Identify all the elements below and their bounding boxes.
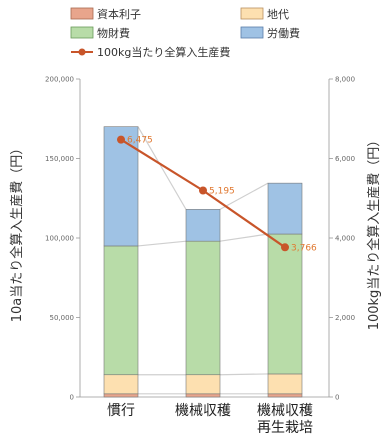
bar-land-rent-1 bbox=[103, 374, 139, 395]
stack-connector bbox=[219, 373, 269, 376]
y-tick-label-left: 150,000 bbox=[45, 155, 74, 163]
bar-labor-cost-2 bbox=[185, 209, 221, 242]
y-tick-label-right: 0 bbox=[335, 394, 339, 402]
bar-material-cost-3 bbox=[267, 233, 303, 375]
category-label-2: 機械収穫 bbox=[175, 403, 231, 419]
line-point-3 bbox=[281, 243, 289, 252]
y-tick-label-left: 0 bbox=[70, 394, 74, 402]
legend-swatch-capital-interest bbox=[70, 7, 94, 20]
category-label-3: 再生栽培 bbox=[257, 420, 313, 434]
y-tick-label-right: 4,000 bbox=[335, 235, 355, 243]
y-tick-label-left: 50,000 bbox=[50, 314, 75, 322]
y-tick-label-right: 6,000 bbox=[335, 155, 355, 163]
legend-label-material-cost: 物財費 bbox=[97, 26, 130, 40]
y-tick-label-right: 8,000 bbox=[335, 76, 355, 84]
legend-label-per-100kg: 100kg当たり全算入生産費 bbox=[97, 45, 230, 59]
y-axis-title-right: 100kg当たり全算入生産費（円） bbox=[366, 134, 382, 331]
legend-label-land-rent: 地代 bbox=[267, 8, 289, 21]
line-point-1 bbox=[117, 135, 125, 144]
legend-swatch-labor-cost bbox=[240, 26, 264, 39]
stack-connector bbox=[219, 182, 269, 210]
line-series-per-100kg: 6,475 5,195 3,766 bbox=[117, 135, 317, 253]
y-ticks-left: 0 50,000 100,000 150,000 200,000 bbox=[45, 76, 80, 402]
legend: 資本利子 地代 物財費 労働費 100kg当たり全算入生産費 bbox=[70, 7, 300, 59]
line-point-label-2: 5,195 bbox=[209, 186, 235, 196]
legend-swatch-land-rent bbox=[240, 7, 264, 20]
y-axis-title-left: 10a当たり全算入生産費（円） bbox=[9, 142, 25, 323]
bar-capital-interest-3 bbox=[267, 393, 303, 398]
legend-swatch-material-cost bbox=[70, 26, 94, 39]
legend-line-marker bbox=[78, 48, 86, 56]
stack-connector bbox=[137, 240, 187, 247]
line-point-label-1: 6,475 bbox=[127, 136, 153, 146]
y-tick-label-right: 2,000 bbox=[335, 314, 355, 322]
y-ticks-right: 0 2,000 4,000 6,000 8,000 bbox=[329, 76, 355, 402]
bar-land-rent-3 bbox=[267, 373, 303, 395]
stack-connector bbox=[137, 126, 187, 210]
bar-capital-interest-1 bbox=[103, 393, 139, 398]
bar-capital-interest-2 bbox=[185, 393, 221, 398]
stack-connector bbox=[219, 233, 269, 242]
line-point-label-3: 3,766 bbox=[291, 243, 317, 253]
line-point-2 bbox=[199, 186, 207, 195]
bar-land-rent-2 bbox=[185, 374, 221, 395]
category-label-1: 慣行 bbox=[107, 402, 135, 419]
stack-connectors bbox=[137, 126, 269, 395]
bars bbox=[103, 126, 303, 398]
legend-label-labor-cost: 労働費 bbox=[267, 26, 300, 40]
y-tick-label-left: 200,000 bbox=[45, 76, 74, 84]
bar-labor-cost-3 bbox=[267, 182, 303, 235]
bar-material-cost-2 bbox=[185, 240, 221, 376]
legend-label-capital-interest: 資本利子 bbox=[97, 7, 141, 21]
y-tick-label-left: 100,000 bbox=[45, 235, 74, 243]
bar-material-cost-1 bbox=[103, 245, 139, 376]
category-label-3: 機械収穫 bbox=[257, 403, 313, 419]
